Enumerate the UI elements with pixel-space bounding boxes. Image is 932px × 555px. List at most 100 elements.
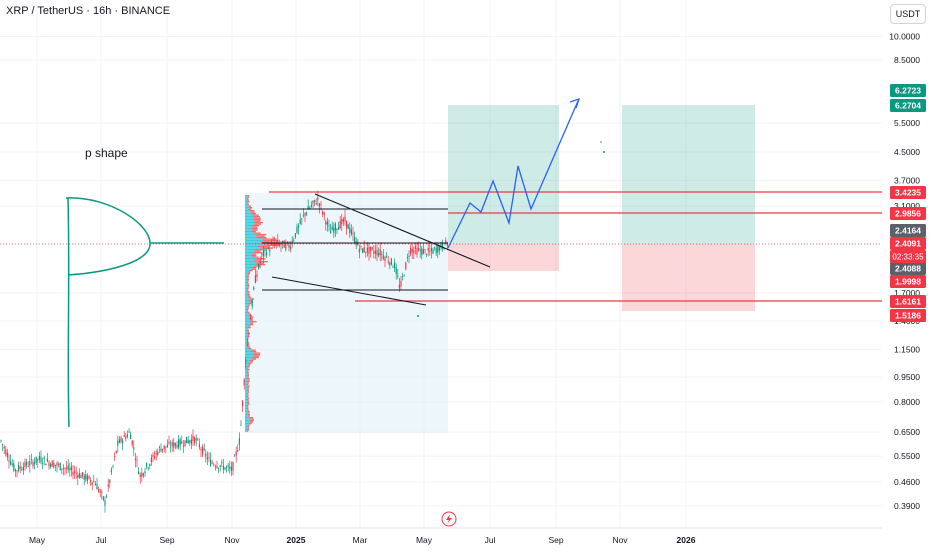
candle-body	[54, 464, 56, 466]
volume-profile-bar	[245, 366, 248, 368]
time-tick-label: Jul	[96, 535, 107, 545]
candle-body	[125, 436, 127, 440]
triangle-upper-trendline[interactable]	[314, 193, 491, 268]
annotation-p-shape[interactable]: p shape	[85, 146, 128, 160]
candle-body	[96, 484, 98, 490]
candle-body	[170, 446, 172, 448]
currency-button[interactable]: USDT	[890, 4, 926, 24]
volume-profile-bar	[245, 376, 248, 378]
volume-profile-bar	[247, 375, 249, 377]
volume-profile-bar	[245, 255, 252, 257]
candle-body	[304, 212, 306, 216]
volume-profile-bar	[245, 348, 249, 350]
candle-body	[389, 262, 391, 266]
candle-body	[344, 216, 346, 222]
volume-profile-bar	[245, 196, 248, 198]
candles	[0, 190, 448, 513]
candle-body	[318, 203, 320, 207]
candle-body	[419, 249, 421, 252]
volume-profile-bar	[245, 343, 248, 345]
volume-profile-bar	[251, 267, 257, 269]
volume-profile-bar	[245, 207, 249, 209]
volume-profile-bar	[245, 324, 250, 326]
volume-profile-bar	[262, 238, 277, 240]
volume-profile-bar	[245, 402, 248, 404]
volume-profile-bar	[246, 393, 249, 395]
volume-profile-bar	[247, 285, 250, 287]
candle-body	[230, 466, 232, 471]
price-tick-label: 0.3900	[894, 501, 920, 511]
volume-profile-bar	[256, 258, 266, 260]
candle-body	[366, 247, 368, 253]
candle-body	[72, 472, 74, 476]
volume-profile-bar	[245, 334, 248, 336]
volume-profile-bar	[251, 213, 257, 215]
volume-profile-bar	[245, 316, 250, 318]
volume-profile-bar	[245, 259, 254, 261]
candle-body	[18, 465, 20, 471]
candle-body	[6, 452, 8, 458]
candle-body	[114, 456, 116, 457]
candle-body	[238, 438, 240, 445]
volume-profile-bar	[246, 310, 249, 312]
candle-body	[275, 241, 277, 243]
volume-profile-bar	[249, 300, 253, 302]
volume-profile-bar	[245, 274, 248, 276]
volume-profile-bar	[247, 334, 250, 336]
volume-profile-bar	[259, 241, 272, 243]
volume-profile-bar	[245, 288, 247, 290]
countdown-text: 02:33:35	[892, 253, 924, 262]
volume-profile-bar	[253, 217, 261, 219]
p-shape-sketch[interactable]	[65, 197, 224, 428]
price-tick-label: 0.5500	[894, 451, 920, 461]
volume-profile-bar	[260, 247, 274, 249]
volume-profile-bar	[245, 378, 248, 380]
volume-profile-bar	[248, 297, 251, 299]
candle-body	[382, 255, 384, 259]
volume-profile-bar	[247, 424, 250, 426]
candle-body	[310, 204, 312, 207]
candle-body	[245, 360, 247, 363]
time-tick-label: Nov	[224, 535, 240, 545]
candle-body	[400, 280, 402, 287]
volume-profile-bar	[245, 351, 252, 353]
volume-profile-bar	[248, 208, 252, 210]
long-position-tool-1[interactable]	[448, 105, 559, 271]
volume-profile-bar	[245, 261, 258, 263]
candle-body	[0, 440, 2, 442]
candle-body	[187, 440, 189, 444]
volume-profile-bar	[245, 403, 248, 405]
volume-profile-bar	[245, 283, 248, 285]
candle-body	[67, 465, 69, 470]
volume-profile-bar	[245, 312, 248, 314]
candle-body	[178, 439, 180, 448]
volume-profile-bar	[247, 330, 249, 332]
volume-profile-bar	[245, 295, 249, 297]
event-lightning-icon[interactable]	[441, 511, 457, 527]
price-tick-label: 0.6500	[894, 427, 920, 437]
symbol-title: XRP / TetherUS · 16h · BINANCE	[6, 5, 171, 17]
candle-body	[194, 437, 196, 444]
candle-body	[336, 228, 338, 231]
candle-body	[171, 442, 173, 446]
candle-body	[46, 458, 48, 462]
candle-body	[288, 244, 290, 248]
volume-profile-bar	[256, 237, 267, 239]
candle-body	[208, 457, 210, 459]
projection-path[interactable]	[447, 100, 579, 249]
volume-profile-bar	[247, 373, 249, 375]
long-position-tool-2[interactable]	[622, 105, 755, 311]
candle-body	[320, 204, 322, 205]
volume-profile-bar	[245, 231, 251, 233]
candle-body	[152, 454, 154, 457]
candle-body	[386, 256, 388, 258]
candle-body	[368, 246, 370, 255]
time-axis[interactable]: May Jul Sep Nov 2025 Mar May Jul Sep Nov 2026	[0, 527, 882, 545]
triangle-lower-trendline[interactable]	[271, 276, 427, 306]
candle-body	[349, 227, 351, 233]
candle-body	[363, 247, 365, 253]
volume-profile-bar	[245, 294, 248, 296]
volume-profile-bar	[247, 402, 250, 404]
